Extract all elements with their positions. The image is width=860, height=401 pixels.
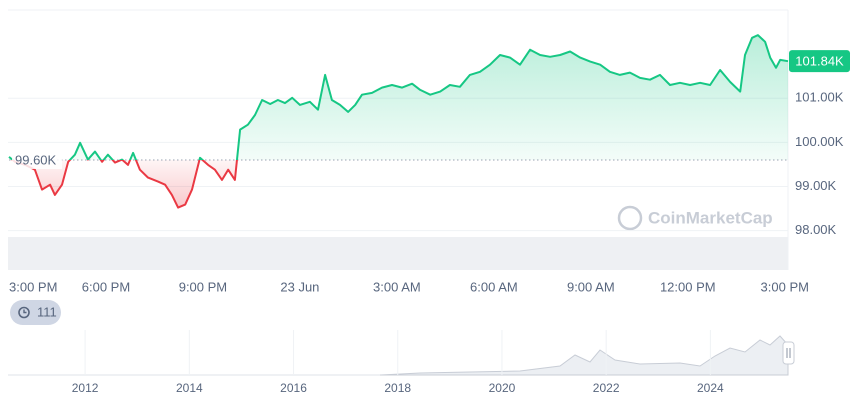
y-tick-label: 101.00K	[795, 90, 844, 105]
x-tick-label: 6:00 PM	[82, 279, 130, 294]
x-tick-label: 3:00 AM	[373, 279, 421, 294]
current-price-label: 101.84K	[795, 54, 844, 69]
baseline-label: 99.60K	[15, 152, 57, 167]
navigator-tick-label: 2014	[176, 381, 203, 395]
y-tick-label: 98.00K	[795, 222, 837, 237]
navigator-shape	[379, 335, 789, 376]
y-tick-label: 99.00K	[795, 178, 837, 193]
volume-band	[8, 237, 788, 270]
x-tick-label: 6:00 AM	[470, 279, 518, 294]
x-tick-label: 3:00 PM	[761, 279, 809, 294]
navigator-tick-label: 2016	[280, 381, 307, 395]
watermark-text: CoinMarketCap	[648, 208, 773, 227]
current-price-badge	[789, 50, 850, 73]
y-tick-label: 100.00K	[795, 134, 844, 149]
navigator-tick-label: 2024	[697, 381, 724, 395]
navigator-handle[interactable]	[782, 341, 795, 365]
x-tick-label: 9:00 AM	[567, 279, 615, 294]
history-count: 111	[37, 304, 57, 319]
baseline-label-bg	[12, 151, 62, 169]
navigator: 2012 2014 2016 2018 2020 2022 2024	[8, 330, 795, 395]
x-tick-label: 9:00 PM	[179, 279, 227, 294]
navigator-tick-label: 2022	[593, 381, 620, 395]
history-badge[interactable]: 111	[10, 300, 61, 325]
x-tick-label: 23 Jun	[280, 279, 319, 294]
price-line	[8, 34, 789, 209]
x-tick-label: 3:00 PM	[9, 279, 57, 294]
price-area	[9, 35, 788, 208]
navigator-tick-label: 2020	[489, 381, 516, 395]
navigator-tick-label: 2018	[384, 381, 411, 395]
x-tick-label: 12:00 PM	[660, 279, 716, 294]
watermark: CoinMarketCap	[617, 205, 773, 231]
navigator-tick-label: 2012	[72, 381, 99, 395]
